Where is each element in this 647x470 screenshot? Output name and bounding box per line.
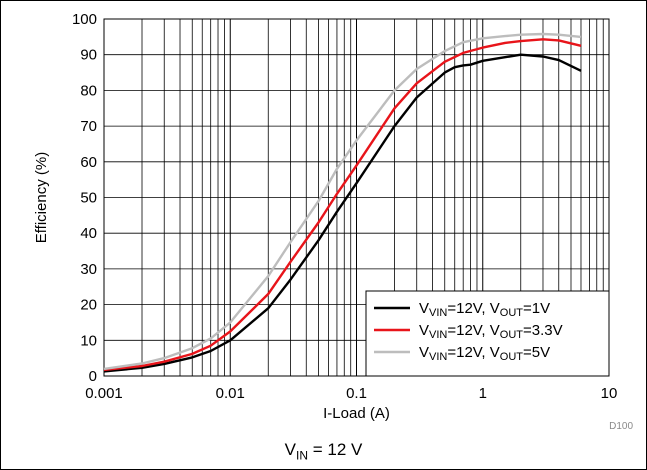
y-tick-label: 0 [89,368,97,385]
legend-subscript: OUT [500,307,524,319]
legend-label-2: VVIN=12V, VOUT=3.3V [419,322,563,341]
y-tick-label: 50 [80,190,97,207]
y-tick-label: 100 [72,11,97,28]
x-tick-label: 0.01 [216,385,245,402]
y-tick-label: 90 [80,47,97,64]
y-tick-label: 30 [80,261,97,278]
y-tick-label: 60 [80,154,97,171]
y-tick-label: 10 [80,332,97,349]
x-tick-label: 0.1 [346,385,367,402]
legend-label-1: VVIN=12V, VOUT=1V [419,300,550,319]
y-tick-label: 40 [80,225,97,242]
x-tick-labels: 0.001 0.01 0.1 1 10 [85,385,617,402]
y-tick-label: 70 [80,118,97,135]
caption-sub: IN [295,448,308,463]
x-axis-label: I-Load (A) [323,405,390,422]
x-tick-label: 10 [601,385,618,402]
legend-subscript: VIN [429,307,447,319]
legend-subscript: VIN [429,351,447,363]
legend-text-part: =3.3V [523,322,563,339]
legend-text-part: V [419,300,429,317]
legend-subscript: OUT [500,329,524,341]
series-line-1 [103,53,582,373]
caption-rest: = 12 V [307,440,363,459]
legend-text-part: V [419,322,429,339]
series-line-3 [103,32,582,371]
figure-id: D100 [609,421,633,432]
y-axis-label: Efficiency (%) [33,152,50,243]
x-tick-label: 0.001 [85,385,123,402]
series-layer [103,32,582,373]
legend-text-part: =5V [523,344,550,361]
legend-text-part: =12V, V [447,344,499,361]
series-line-2 [103,38,582,372]
legend-text-part: =12V, V [447,300,499,317]
y-tick-label: 20 [80,297,97,314]
plot-area [103,18,610,377]
legend-text-part: V [419,344,429,361]
legend-text-part: =1V [523,300,550,317]
x-tick-label: 1 [479,385,487,402]
caption-main: V [284,440,296,459]
y-tick-labels: 0 10 20 30 40 50 60 70 80 90 100 [72,11,97,385]
legend-subscript: VIN [429,329,447,341]
caption: VIN = 12 V [0,440,647,462]
y-tick-label: 80 [80,82,97,99]
legend-text-part: =12V, V [447,322,499,339]
legend-label-3: VVIN=12V, VOUT=5V [419,344,550,363]
legend-box [365,290,610,377]
legend-subscript: OUT [500,351,524,363]
